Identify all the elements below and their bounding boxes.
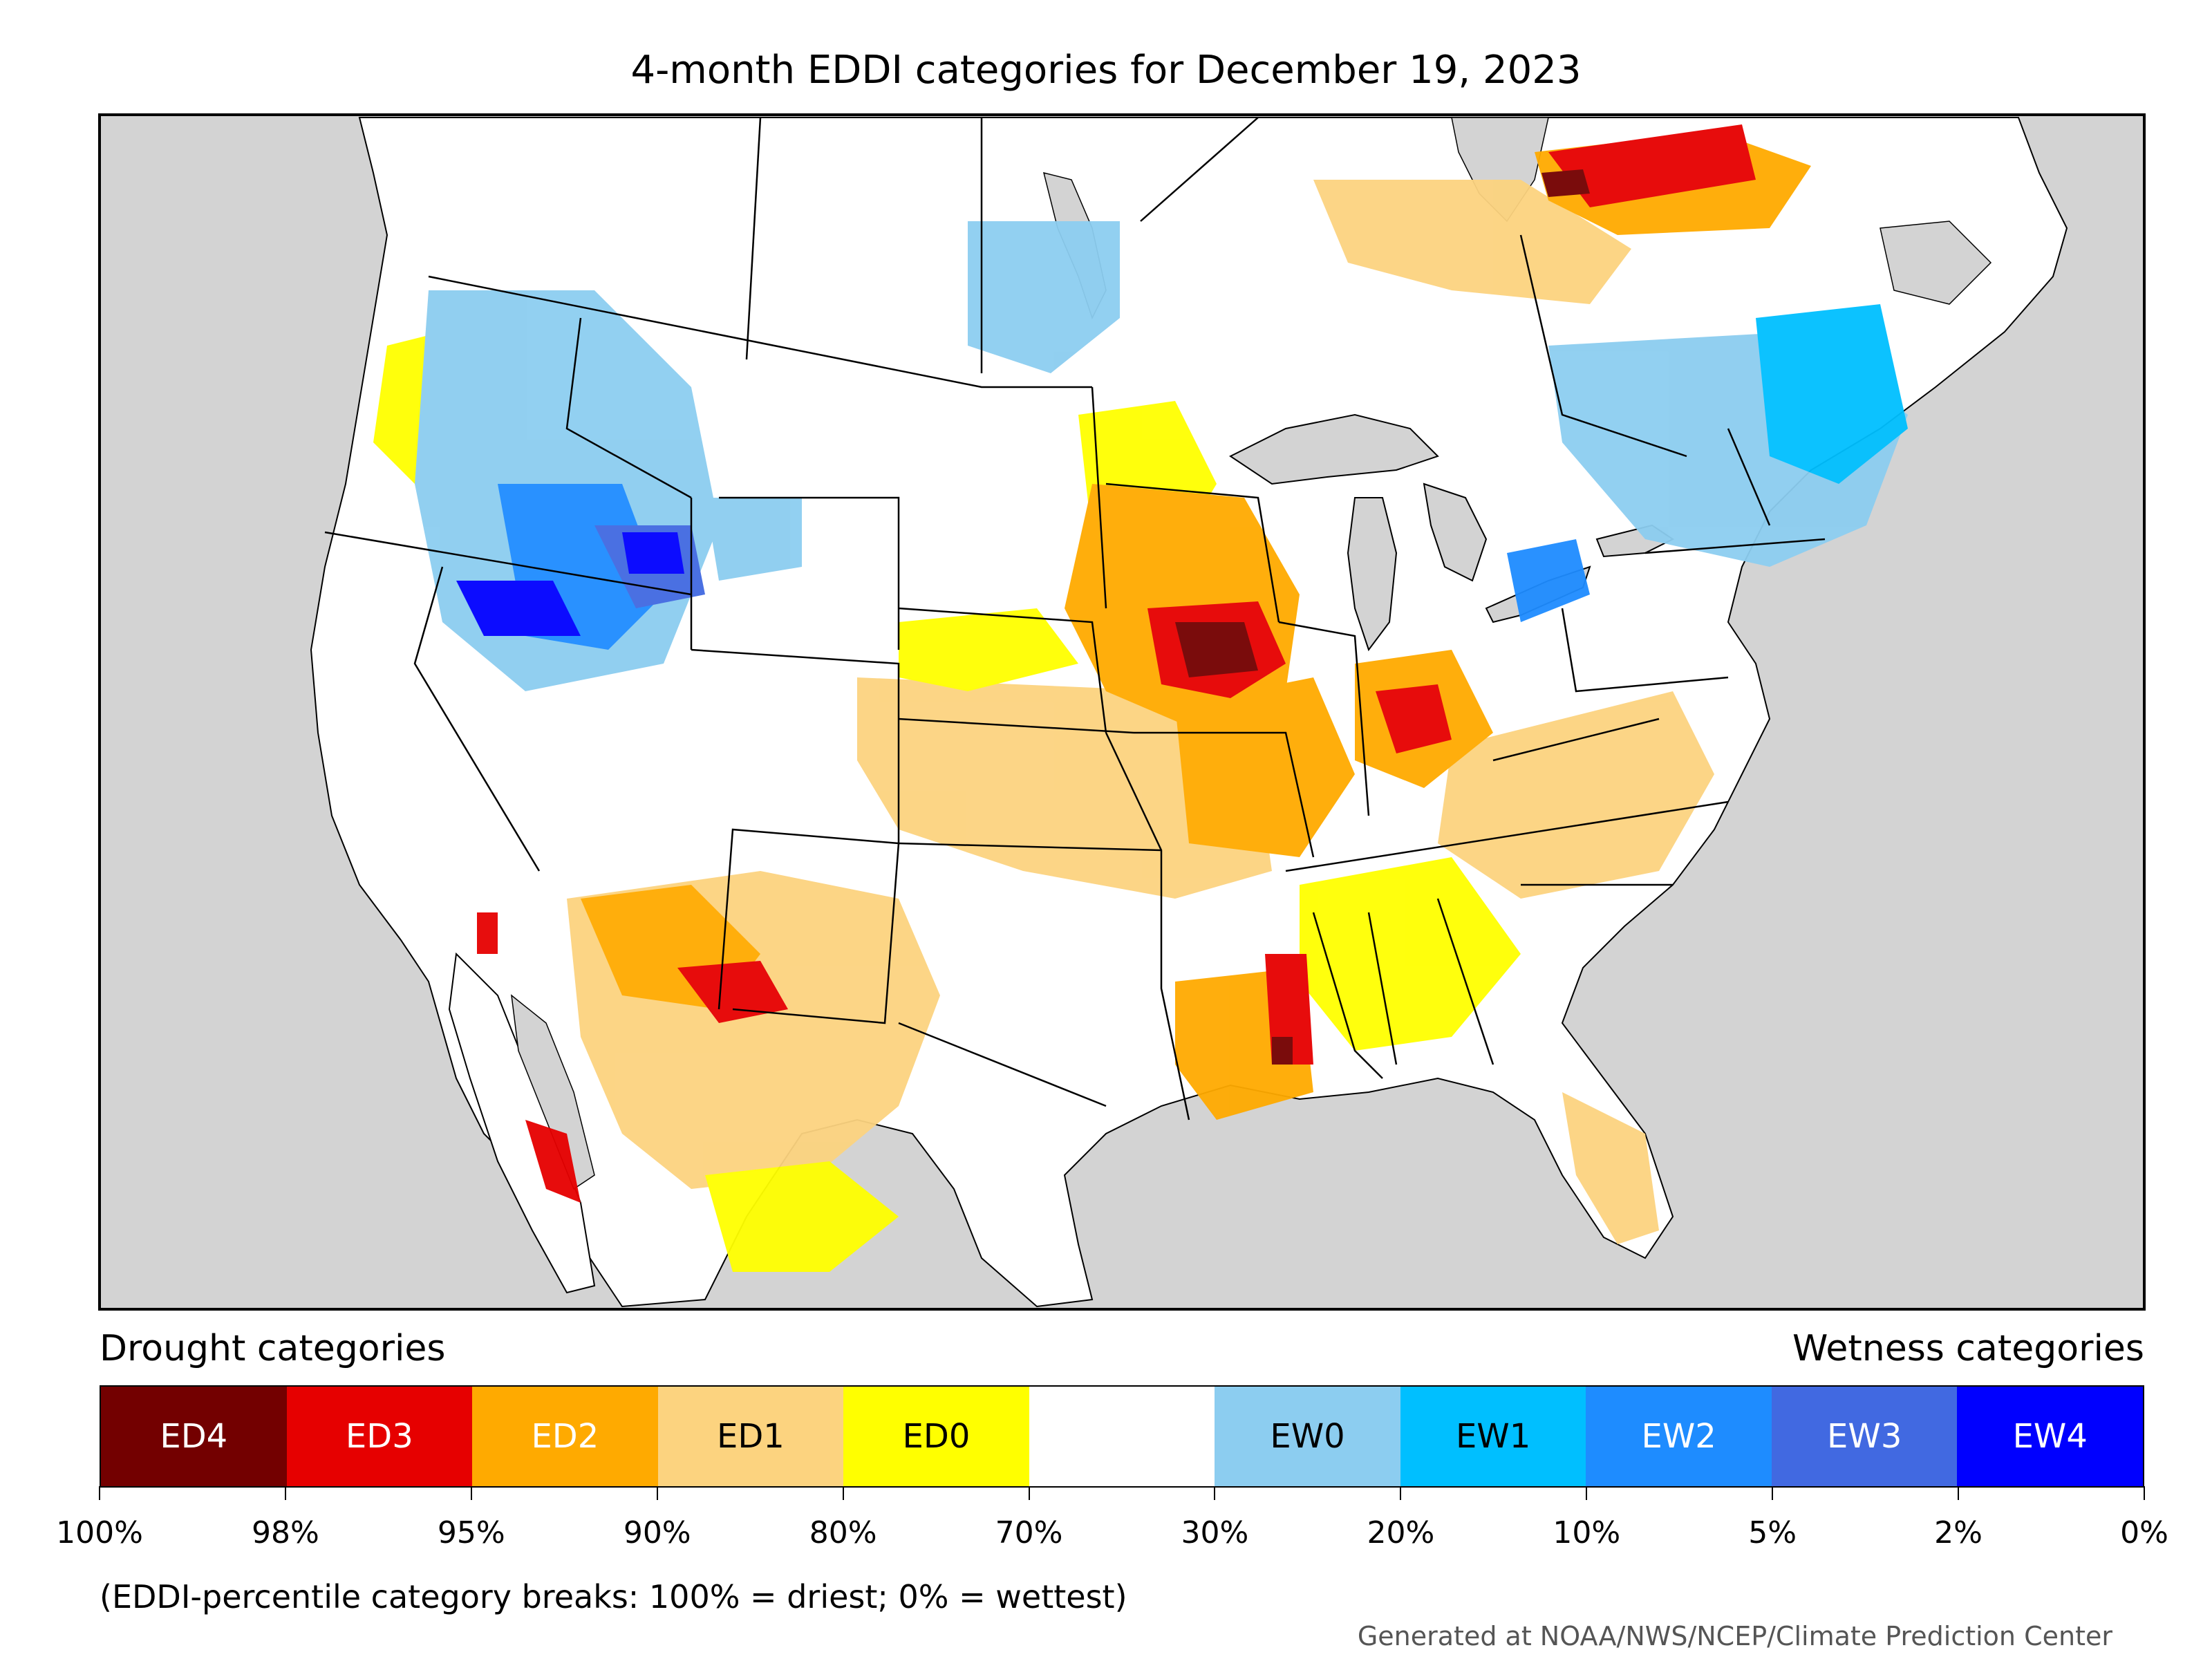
legend-tick xyxy=(1772,1486,1774,1500)
legend-tick-label: 20% xyxy=(1367,1515,1435,1550)
legend-tick-label: 5% xyxy=(1748,1515,1797,1550)
legend-category-ew0: EW0 xyxy=(1215,1387,1400,1486)
legend-tick xyxy=(1958,1486,1960,1500)
legend-tick xyxy=(842,1486,844,1500)
legend-tick-label: 100% xyxy=(56,1515,143,1550)
legend-category-ew2: EW2 xyxy=(1586,1387,1772,1486)
category-overlay xyxy=(373,124,1908,1272)
legend-tick xyxy=(1400,1486,1402,1500)
eddi-map xyxy=(98,113,2146,1311)
legend-tick-label: 2% xyxy=(1934,1515,1983,1550)
category-legend: ED4 ED3 ED2 ED1 ED0 EW0 EW1 EW2 EW3 EW4 xyxy=(100,1385,2144,1488)
legend-tick xyxy=(2144,1486,2145,1500)
map-title: 4-month EDDI categories for December 19,… xyxy=(630,48,1582,93)
gulf-st-lawrence xyxy=(1880,221,1992,305)
legend-category-neutral xyxy=(1029,1387,1215,1486)
credit-line: Generated at NOAA/NWS/NCEP/Climate Predi… xyxy=(1357,1621,2112,1651)
legend-tick xyxy=(656,1486,658,1500)
map-frame xyxy=(98,113,2146,1311)
legend-tick-label: 90% xyxy=(623,1515,691,1550)
lake-huron xyxy=(1423,482,1488,582)
state-borders xyxy=(324,117,1826,1121)
legend-tick-label: 70% xyxy=(995,1515,1063,1550)
legend-tick-label: 80% xyxy=(809,1515,877,1550)
legend-tick xyxy=(1028,1486,1030,1500)
legend-tick xyxy=(99,1486,100,1500)
legend-category-ed4: ED4 xyxy=(101,1387,287,1486)
legend-tick-label: 10% xyxy=(1553,1515,1621,1550)
legend-category-ed0: ED0 xyxy=(843,1387,1029,1486)
lake-superior xyxy=(1229,413,1439,485)
legend-tick-label: 98% xyxy=(252,1515,319,1550)
wetness-categories-label: Wetness categories xyxy=(1792,1328,2144,1369)
legend-category-ew4: EW4 xyxy=(1957,1387,2144,1486)
legend-category-ed3: ED3 xyxy=(286,1387,473,1486)
legend-category-ew1: EW1 xyxy=(1400,1387,1586,1486)
legend-tick xyxy=(284,1486,286,1500)
category-note: (EDDI-percentile category breaks: 100% =… xyxy=(100,1578,1127,1615)
legend-tick-label: 0% xyxy=(2120,1515,2168,1550)
lake-michigan xyxy=(1347,497,1398,652)
legend-tick xyxy=(1214,1486,1216,1500)
drought-categories-label: Drought categories xyxy=(100,1328,446,1369)
legend-category-ed1: ED1 xyxy=(657,1387,844,1486)
gulf-of-california xyxy=(511,994,595,1190)
legend-tick-label: 30% xyxy=(1181,1515,1249,1550)
legend-category-ew3: EW3 xyxy=(1771,1387,1958,1486)
legend-tick xyxy=(470,1486,472,1500)
legend-tick-label: 95% xyxy=(437,1515,505,1550)
legend-category-ed2: ED2 xyxy=(472,1387,658,1486)
legend-tick xyxy=(1586,1486,1588,1500)
